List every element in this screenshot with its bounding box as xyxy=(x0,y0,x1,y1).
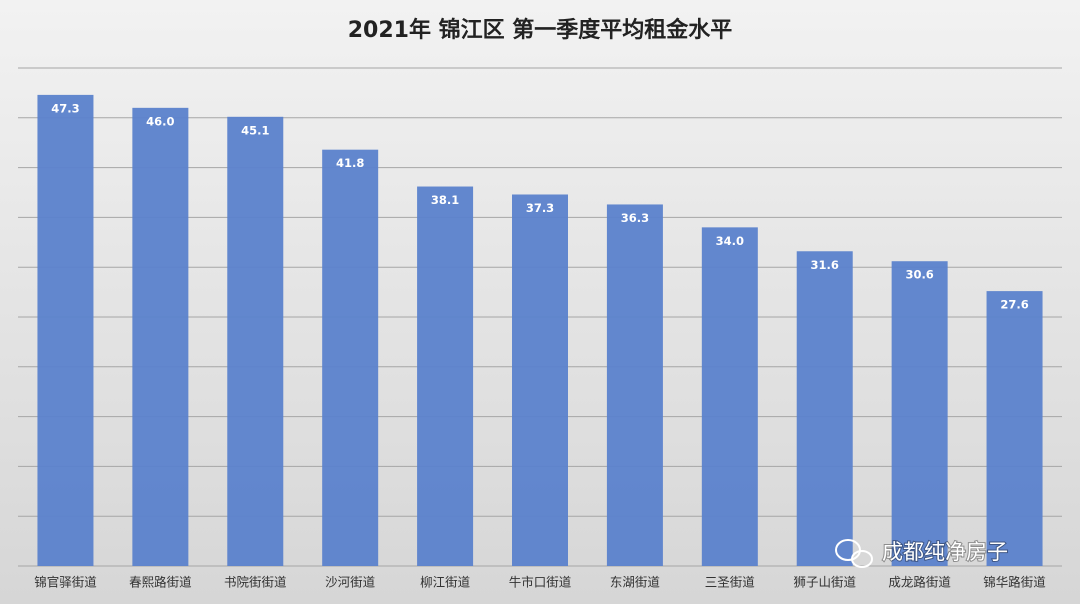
x-tick-label: 锦华路街道 xyxy=(983,575,1046,590)
x-tick-label: 东湖街道 xyxy=(610,575,661,590)
bar xyxy=(986,291,1043,566)
value-label: 47.3 xyxy=(51,101,79,115)
value-label: 30.6 xyxy=(905,268,933,282)
bar xyxy=(322,149,379,566)
value-label: 45.1 xyxy=(241,123,269,137)
wechat-icon xyxy=(851,550,873,568)
x-tick-label: 春熙路街道 xyxy=(129,575,192,590)
chart-title: 2021年 锦江区 第一季度平均租金水平 xyxy=(348,17,733,43)
value-label: 34.0 xyxy=(716,234,744,248)
plot: 锦官驿街道 47.3 春熙路街道 46.0 书院街街道 45.1 沙河街道 41.8 柳江街道 3… xyxy=(18,67,1062,590)
value-label: 31.6 xyxy=(811,258,839,272)
x-tick-label: 牛市口街道 xyxy=(509,575,572,590)
value-label: 41.8 xyxy=(336,156,364,170)
x-tick-label: 三圣街道 xyxy=(705,575,756,590)
value-label: 46.0 xyxy=(146,114,174,128)
x-tick-label: 成龙路街道 xyxy=(888,575,951,590)
watermark: 成都纯净房子 xyxy=(835,539,1009,568)
value-label: 37.3 xyxy=(526,201,554,215)
wechat-icon xyxy=(835,539,861,561)
bar xyxy=(796,251,853,566)
bar xyxy=(37,94,94,566)
bar xyxy=(512,194,568,566)
x-tick-label: 狮子山街道 xyxy=(793,575,856,590)
x-tick-label: 书院街街道 xyxy=(224,575,287,590)
watermark-text: 成都纯净房子 xyxy=(882,540,1008,564)
value-label: 27.6 xyxy=(1000,298,1028,312)
bar xyxy=(891,261,948,566)
bar xyxy=(606,204,663,566)
value-label: 38.1 xyxy=(431,193,459,207)
bar xyxy=(132,107,189,566)
value-label: 36.3 xyxy=(621,211,649,225)
bar xyxy=(227,116,284,566)
x-tick-label: 锦官驿街道 xyxy=(34,575,97,590)
bar xyxy=(417,186,474,567)
bar xyxy=(701,227,758,567)
x-tick-label: 柳江街道 xyxy=(420,575,471,590)
x-tick-label: 沙河街道 xyxy=(325,575,376,590)
